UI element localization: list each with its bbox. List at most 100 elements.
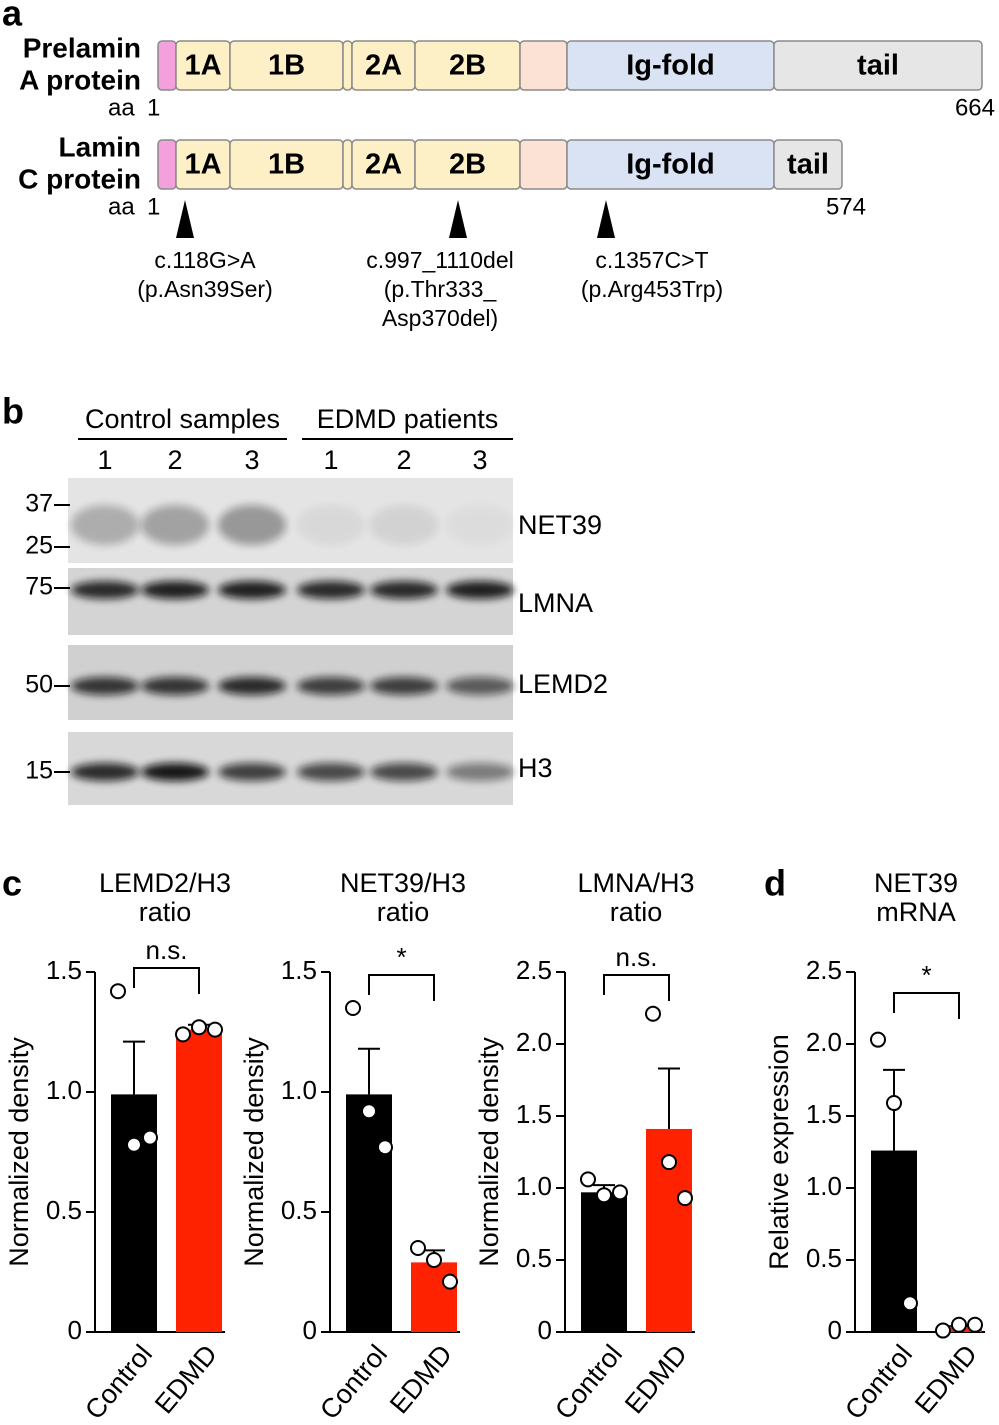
domain-label: 1A xyxy=(184,50,221,82)
band xyxy=(218,677,286,695)
y-tick-label: 1.0 xyxy=(806,1171,842,1201)
x-tick-label: Control xyxy=(314,1339,393,1425)
data-point xyxy=(345,1000,361,1016)
significance-bracket xyxy=(603,974,670,1001)
y-axis-label: Normalized density xyxy=(239,1037,269,1267)
domain-label: 2A xyxy=(365,50,402,82)
blot xyxy=(68,568,513,635)
group-label: EDMD patients xyxy=(317,404,499,434)
band xyxy=(218,763,286,781)
lane-label: 1 xyxy=(97,445,112,475)
significance-label: * xyxy=(396,942,406,972)
y-tick-label: 1.0 xyxy=(516,1171,552,1201)
chart-title: ratio xyxy=(610,897,663,927)
mutation-label: c.1357C>T xyxy=(595,247,708,273)
band xyxy=(141,763,209,781)
domain xyxy=(342,139,353,190)
significance-label: n.s. xyxy=(146,935,188,965)
x-tick-label: Control xyxy=(549,1339,628,1425)
data-point xyxy=(361,1103,377,1120)
domain-label: 2A xyxy=(365,149,402,181)
blot xyxy=(68,645,513,720)
band xyxy=(446,763,514,781)
lane-label: 2 xyxy=(396,445,411,475)
mutation-label: c.997_1110del xyxy=(366,247,514,273)
data-point xyxy=(426,1252,442,1268)
domain-label: 2B xyxy=(449,50,486,82)
y-axis-label: Relative expression xyxy=(764,1034,794,1270)
data-point xyxy=(967,1316,983,1333)
domain-label: 2B xyxy=(449,149,486,181)
band xyxy=(218,581,286,599)
blot-label: LEMD2 xyxy=(518,669,608,699)
y-tick-label: 2.0 xyxy=(806,1027,842,1057)
mutation-arrow xyxy=(176,200,194,238)
x-tick-label: EDMD xyxy=(909,1339,983,1419)
aa-start: 1 xyxy=(147,94,160,121)
significance-bracket xyxy=(368,974,435,1001)
y-tick-label: 0 xyxy=(303,1315,317,1345)
y-tick-label: 0 xyxy=(828,1315,842,1345)
y-tick-label: 1.5 xyxy=(46,955,82,985)
bar xyxy=(346,1094,392,1332)
data-point xyxy=(886,1095,902,1112)
band xyxy=(370,763,438,781)
band xyxy=(297,763,365,781)
domain xyxy=(773,139,843,190)
aa-prefix: aa xyxy=(108,193,135,220)
chart-title: LMNA/H3 xyxy=(577,868,694,898)
band xyxy=(446,677,514,695)
panel-label: a xyxy=(2,0,23,34)
data-point xyxy=(191,1019,207,1036)
y-axis-label: Normalized density xyxy=(4,1037,34,1267)
y-tick-label: 0 xyxy=(68,1315,82,1345)
mutation-label: c.118G>A xyxy=(154,247,256,273)
x-tick-label: EDMD xyxy=(384,1339,458,1419)
x-tick-label: EDMD xyxy=(619,1339,693,1419)
bar xyxy=(411,1262,457,1332)
y-tick-label: 2.5 xyxy=(806,955,842,985)
domain xyxy=(157,40,177,91)
x-tick-label: Control xyxy=(839,1339,918,1425)
band xyxy=(71,763,139,781)
data-point xyxy=(902,1295,918,1312)
bar xyxy=(581,1192,627,1332)
protein-name: Lamin xyxy=(59,131,141,162)
mutation-label: Asp370del) xyxy=(382,305,498,331)
band xyxy=(218,505,286,545)
mw-marker: 37 xyxy=(25,490,53,518)
significance-label: n.s. xyxy=(616,942,658,972)
y-tick-label: 0.5 xyxy=(281,1195,317,1225)
y-tick-label: 0.5 xyxy=(806,1243,842,1273)
band xyxy=(297,581,365,599)
lane-label: 3 xyxy=(244,445,259,475)
lane-label: 3 xyxy=(472,445,487,475)
domain-label: Ig-fold xyxy=(626,50,715,82)
data-point xyxy=(410,1240,426,1256)
mw-marker: 50 xyxy=(25,671,53,699)
y-tick-label: 2.0 xyxy=(516,1027,552,1057)
y-tick-label: 0.5 xyxy=(516,1243,552,1273)
band xyxy=(71,505,139,545)
panel-label: b xyxy=(2,391,24,432)
data-point xyxy=(677,1190,693,1207)
lane-label: 1 xyxy=(323,445,338,475)
aa-prefix: aa xyxy=(108,94,135,121)
mutation-label: (p.Arg453Trp) xyxy=(581,276,723,302)
significance-bracket xyxy=(893,992,960,1019)
mw-marker: 75 xyxy=(25,573,53,601)
x-tick-label: Control xyxy=(79,1339,158,1425)
y-tick-label: 1.5 xyxy=(516,1099,552,1129)
domain-label: tail xyxy=(787,149,829,181)
band xyxy=(370,581,438,599)
blot-label: H3 xyxy=(518,753,553,783)
aa-start: 1 xyxy=(147,193,160,220)
group-label: Control samples xyxy=(85,404,280,434)
domain-label: 1B xyxy=(268,50,305,82)
blot-label: NET39 xyxy=(518,510,602,540)
domain xyxy=(519,40,568,91)
blot-label: LMNA xyxy=(518,588,593,618)
mutation-arrow xyxy=(597,200,615,238)
data-point xyxy=(110,983,126,1000)
band xyxy=(297,677,365,695)
